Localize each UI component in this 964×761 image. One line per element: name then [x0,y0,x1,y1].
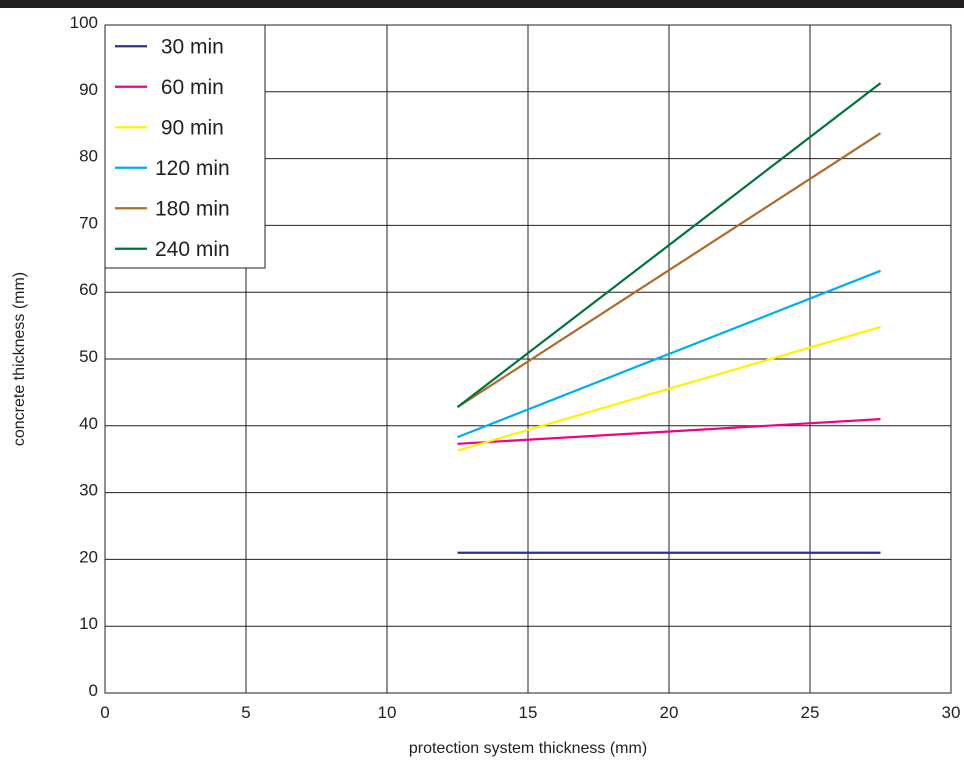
y-tick-label: 80 [79,147,98,166]
plot-frame [104,24,952,694]
y-tick-label: 20 [79,547,98,566]
x-tick-label: 10 [378,703,397,722]
series-line-3 [457,269,881,439]
chart-series [456,82,882,554]
top-border-bar [0,0,964,8]
series-line-2 [457,325,881,452]
series-line-5 [456,82,882,408]
series-line-1 [457,418,881,445]
x-tick-label: 30 [942,703,961,722]
y-tick-label: 60 [79,280,98,299]
legend-box [104,24,266,269]
x-axis-label: protection system thickness (mm) [409,740,647,757]
y-axis-label: concrete thickness (mm) [11,272,28,446]
y-tick-label: 40 [79,414,98,433]
y-tick-label: 50 [79,347,98,366]
x-tick-label: 15 [519,703,538,722]
x-tick-label: 0 [100,703,109,722]
x-tick-label: 20 [660,703,679,722]
series-line-4 [456,132,882,409]
y-tick-label: 0 [89,681,98,700]
legend-label: 90 min [155,116,224,139]
chart-legend: 30 min 60 min 90 min 120 min 180 min 240 mi… [104,24,266,269]
legend-label: 60 min [155,76,224,99]
legend-label: 120 min [155,157,230,180]
x-tick-label: 5 [241,703,250,722]
legend-label: 240 min [155,238,230,261]
x-axis-ticks: 0 5 10 15 20 25 30 [100,703,960,722]
y-tick-label: 100 [70,13,98,32]
y-tick-label: 90 [79,80,98,99]
y-tick-label: 70 [79,213,98,232]
legend-label: 180 min [155,197,230,220]
x-tick-label: 25 [801,703,820,722]
y-tick-label: 30 [79,481,98,500]
y-axis-ticks: 0 10 20 30 40 50 60 70 80 90 100 [70,13,98,700]
y-tick-label: 10 [79,614,98,633]
legend-label: 30 min [155,35,224,58]
